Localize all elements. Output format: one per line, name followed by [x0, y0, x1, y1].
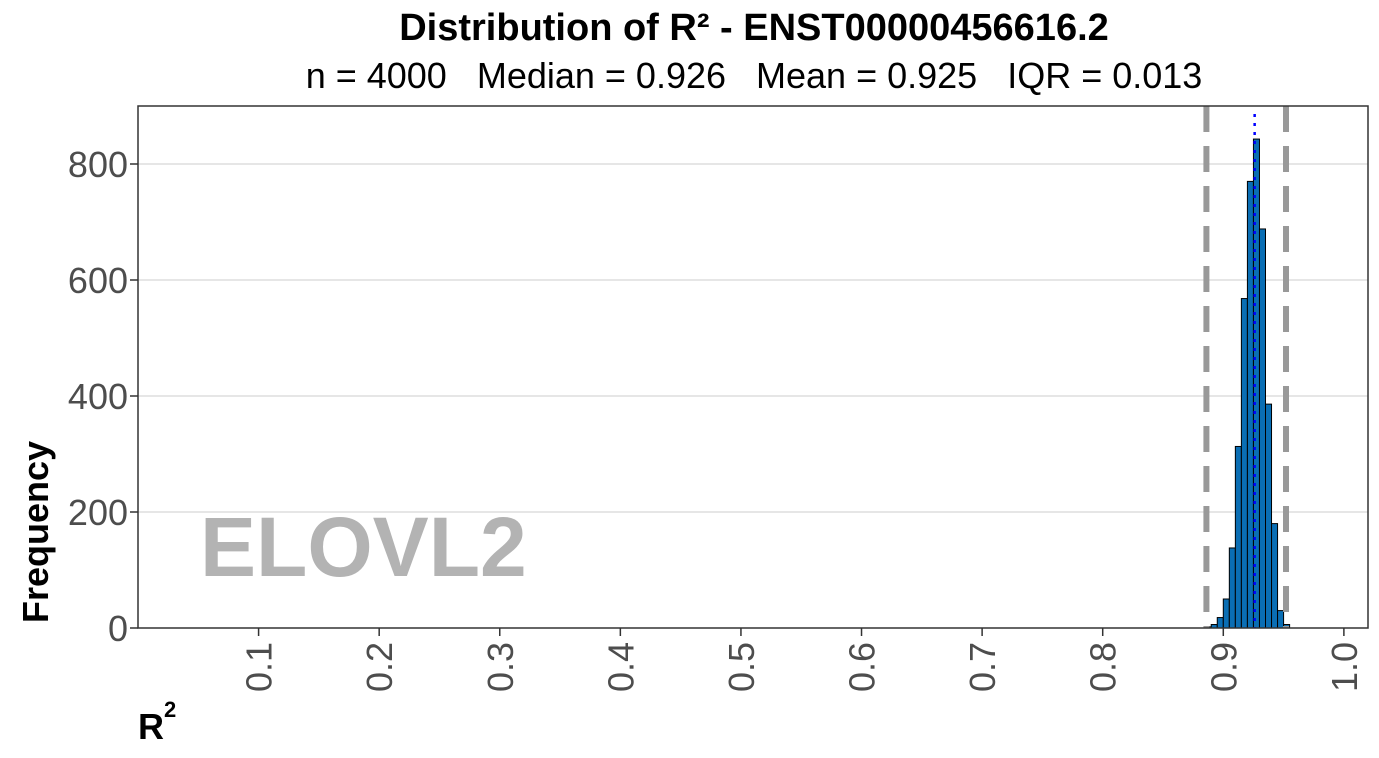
- histogram-bar: [1271, 523, 1279, 629]
- y-tick-label: 200: [68, 492, 128, 533]
- histogram-bar: [1216, 617, 1224, 629]
- histogram-bar: [1240, 298, 1248, 629]
- y-tick-label: 800: [68, 144, 128, 185]
- histogram-bars: [1204, 138, 1291, 629]
- x-tick-label: 0.1: [239, 642, 280, 692]
- y-tick-label: 0: [108, 608, 128, 649]
- x-tick-label: 0.5: [721, 642, 762, 692]
- x-tick-label: 1.0: [1324, 642, 1365, 692]
- y-tick-label: 600: [68, 260, 128, 301]
- x-tick-label: 0.9: [1203, 642, 1244, 692]
- chart-title: Distribution of R² - ENST00000456616.2: [399, 7, 1109, 49]
- x-tick-label: 0.4: [600, 642, 641, 692]
- histogram-bar: [1246, 180, 1254, 629]
- x-tick-label: 0.7: [962, 642, 1003, 692]
- x-axis-label-base: R: [138, 706, 164, 747]
- y-tick-label: 400: [68, 376, 128, 417]
- y-axis-label: Frequency: [15, 441, 56, 623]
- histogram-bar: [1228, 547, 1236, 629]
- x-tick-label: 0.8: [1083, 642, 1124, 692]
- x-axis-label: R2: [138, 697, 176, 747]
- x-tick-label: 0.6: [842, 642, 883, 692]
- histogram-bar: [1234, 445, 1242, 629]
- reference-lines: [1203, 106, 1289, 628]
- y-axis: 0 200 400 600 800: [68, 144, 138, 649]
- x-tick-label: 0.2: [359, 642, 400, 692]
- histogram-bar: [1265, 403, 1273, 629]
- histogram-bar: [1252, 138, 1260, 629]
- x-axis: 0.1 0.2 0.3 0.4 0.5 0.6 0.7 0.8 0.9 1.0: [239, 628, 1365, 692]
- histogram-bar: [1222, 598, 1230, 629]
- chart-subtitle: n = 4000 Median = 0.926 Mean = 0.925 IQR…: [306, 55, 1203, 96]
- histogram-bar: [1277, 610, 1285, 629]
- histogram-bar: [1258, 228, 1266, 629]
- grid-lines: [138, 163, 1368, 513]
- plot-panel-border: [137, 105, 1369, 629]
- gene-watermark: ELOVL2: [200, 500, 527, 594]
- x-tick-label: 0.3: [480, 642, 521, 692]
- x-axis-label-superscript: 2: [164, 697, 176, 722]
